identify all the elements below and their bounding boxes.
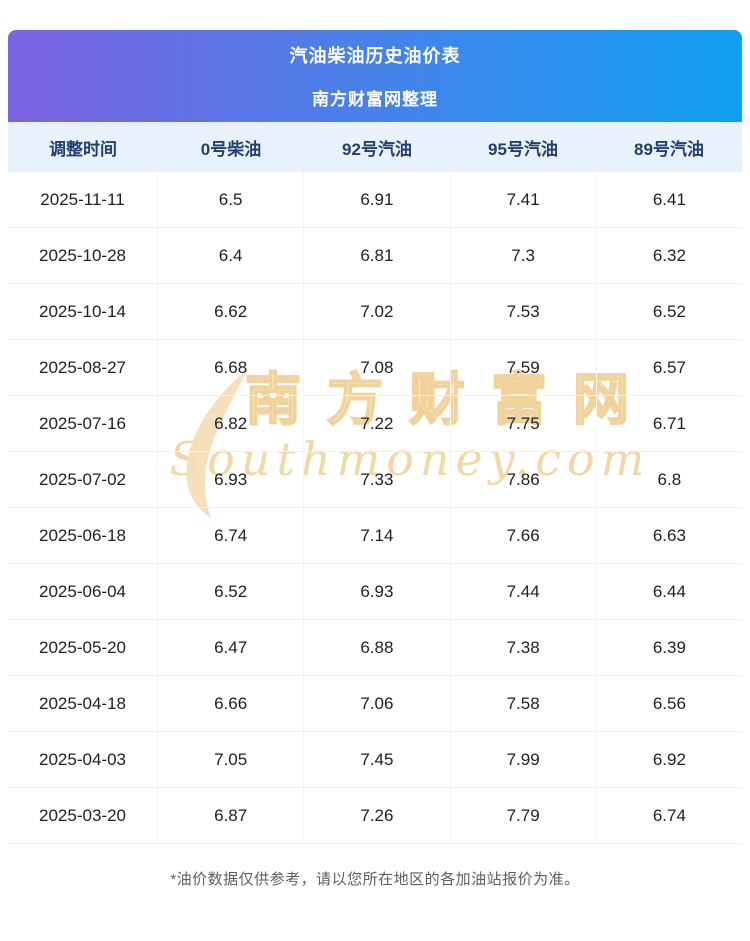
table-row: 2025-10-28 6.4 6.81 7.3 6.32	[8, 228, 742, 284]
price-cell: 6.47	[158, 620, 305, 675]
price-cell: 7.59	[451, 340, 597, 395]
price-table-card: 汽油柴油历史油价表 南方财富网整理 调整时间 0号柴油 92号汽油 95号汽油 …	[8, 30, 742, 889]
col-header-diesel-0: 0号柴油	[200, 139, 262, 159]
price-cell: 6.92	[652, 749, 686, 769]
column-header-row: 调整时间 0号柴油 92号汽油 95号汽油 89号汽油	[8, 122, 742, 172]
price-cell: 7.66	[451, 508, 597, 563]
price-cell: 7.79	[451, 788, 597, 843]
date-cell: 2025-03-20	[8, 788, 158, 843]
table-body: 2025-11-11 6.5 6.91 7.41 6.41 2025-10-28 6.4 6.…	[8, 172, 742, 844]
price-cell: 7.75	[451, 396, 597, 451]
col-header-gas-89: 89号汽油	[634, 139, 704, 159]
table-row: 2025-04-03 7.05 7.45 7.99 6.92	[8, 732, 742, 788]
price-cell: 6.87	[158, 788, 305, 843]
price-cell: 6.44	[652, 581, 686, 601]
table-row: 2025-07-02 6.93 7.33 7.86 6.8	[8, 452, 742, 508]
price-cell: 7.06	[304, 676, 451, 731]
price-cell: 7.26	[304, 788, 451, 843]
table-row: 2025-06-04 6.52 6.93 7.44 6.44	[8, 564, 742, 620]
price-cell: 6.39	[652, 637, 686, 657]
price-cell: 7.41	[451, 172, 597, 227]
price-cell: 6.62	[158, 284, 305, 339]
price-cell: 6.82	[158, 396, 305, 451]
price-cell: 7.33	[304, 452, 451, 507]
price-cell: 6.91	[304, 172, 451, 227]
price-cell: 6.63	[652, 525, 686, 545]
date-cell: 2025-08-27	[8, 340, 158, 395]
col-header-gas-95: 95号汽油	[488, 139, 558, 159]
date-cell: 2025-10-14	[8, 284, 158, 339]
price-cell: 6.8	[657, 469, 682, 489]
price-cell: 7.58	[451, 676, 597, 731]
price-cell: 6.93	[158, 452, 305, 507]
date-cell: 2025-04-18	[8, 676, 158, 731]
date-cell: 2025-05-20	[8, 620, 158, 675]
page-subtitle: 南方财富网整理	[312, 90, 438, 109]
price-cell: 6.57	[652, 357, 686, 377]
col-header-gas-92: 92号汽油	[342, 139, 412, 159]
price-cell: 6.93	[304, 564, 451, 619]
table-title-banner: 汽油柴油历史油价表 南方财富网整理	[8, 30, 742, 122]
price-cell: 6.74	[158, 508, 305, 563]
price-cell: 7.45	[304, 732, 451, 787]
price-cell: 7.3	[451, 228, 597, 283]
price-cell: 7.86	[451, 452, 597, 507]
price-cell: 6.56	[652, 693, 686, 713]
price-cell: 6.71	[652, 413, 686, 433]
price-cell: 6.88	[304, 620, 451, 675]
table-row: 2025-07-16 6.82 7.22 7.75 6.71	[8, 396, 742, 452]
price-cell: 6.52	[158, 564, 305, 619]
price-cell: 7.02	[304, 284, 451, 339]
price-cell: 7.53	[451, 284, 597, 339]
price-cell: 7.44	[451, 564, 597, 619]
price-cell: 6.4	[158, 228, 305, 283]
table-row: 2025-08-27 6.68 7.08 7.59 6.57	[8, 340, 742, 396]
col-header-date: 调整时间	[49, 139, 117, 159]
price-cell: 6.32	[652, 245, 686, 265]
date-cell: 2025-07-16	[8, 396, 158, 451]
price-cell: 7.14	[304, 508, 451, 563]
price-cell: 7.05	[158, 732, 305, 787]
price-cell: 7.22	[304, 396, 451, 451]
footer-note: *油价数据仅供参考，请以您所在地区的各加油站报价为准。	[170, 871, 580, 888]
date-cell: 2025-04-03	[8, 732, 158, 787]
date-cell: 2025-11-11	[8, 172, 158, 227]
table-row: 2025-11-11 6.5 6.91 7.41 6.41	[8, 172, 742, 228]
date-cell: 2025-10-28	[8, 228, 158, 283]
price-cell: 7.38	[451, 620, 597, 675]
price-cell: 6.74	[652, 805, 686, 825]
date-cell: 2025-06-18	[8, 508, 158, 563]
date-cell: 2025-07-02	[8, 452, 158, 507]
page-title: 汽油柴油历史油价表	[289, 46, 461, 66]
price-cell: 6.5	[158, 172, 305, 227]
price-cell: 7.99	[451, 732, 597, 787]
price-cell: 6.81	[304, 228, 451, 283]
date-cell: 2025-06-04	[8, 564, 158, 619]
table-row: 2025-04-18 6.66 7.06 7.58 6.56	[8, 676, 742, 732]
price-cell: 7.08	[304, 340, 451, 395]
price-cell: 6.66	[158, 676, 305, 731]
table-row: 2025-05-20 6.47 6.88 7.38 6.39	[8, 620, 742, 676]
price-cell: 6.68	[158, 340, 305, 395]
table-row: 2025-03-20 6.87 7.26 7.79 6.74	[8, 788, 742, 844]
price-cell: 6.52	[652, 301, 686, 321]
table-row: 2025-06-18 6.74 7.14 7.66 6.63	[8, 508, 742, 564]
price-cell: 6.41	[652, 189, 686, 209]
table-row: 2025-10-14 6.62 7.02 7.53 6.52	[8, 284, 742, 340]
